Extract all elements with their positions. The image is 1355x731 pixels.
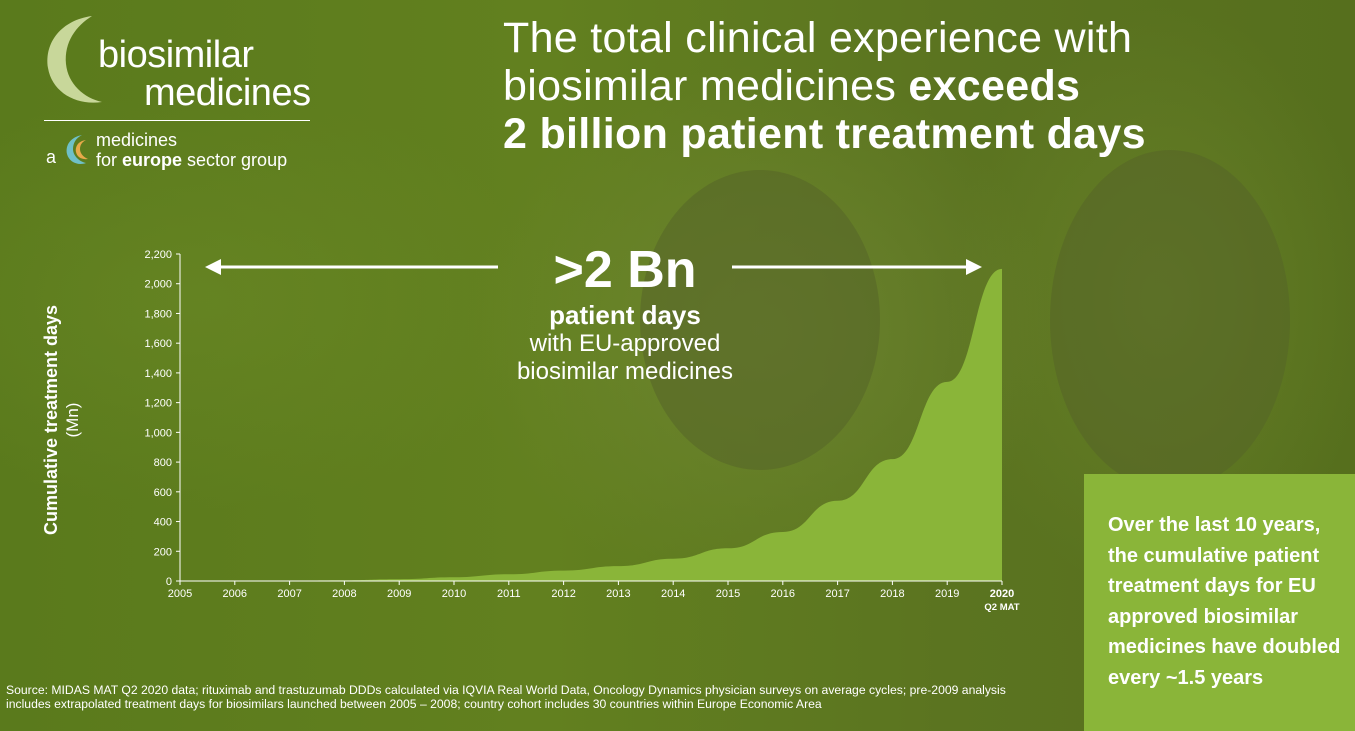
callout-box: Over the last 10 years, the cumulative p…	[1084, 474, 1355, 731]
crescent-logo-icon	[47, 16, 102, 103]
x-tick-sublabel: Q2 MAT	[984, 602, 1019, 613]
x-tick-label: 2007	[277, 588, 301, 600]
y-tick-label: 2,200	[144, 249, 172, 261]
x-tick-label: 2017	[825, 588, 849, 600]
span-arrows	[205, 259, 982, 275]
source-note: Source: MIDAS MAT Q2 2020 data; rituxima…	[6, 683, 1006, 711]
page-title: The total clinical experience with biosi…	[503, 14, 1303, 158]
y-tick-label: 1,200	[144, 398, 172, 410]
y-tick-label: 0	[166, 576, 172, 588]
medicines-for-europe-icon	[66, 135, 88, 164]
x-tick-label: 2013	[606, 588, 630, 600]
y-tick-label: 200	[154, 546, 172, 558]
x-tick-label: 2019	[935, 588, 959, 600]
y-tick-label: 800	[154, 457, 172, 469]
title-line-1: The total clinical experience with	[503, 14, 1133, 62]
x-tick-label: 2009	[387, 588, 411, 600]
title-line-2: biosimilar medicines exceeds	[503, 62, 1081, 110]
y-tick-label: 1,000	[144, 427, 172, 439]
x-tick-label: 2010	[442, 588, 466, 600]
doctor-silhouette	[1050, 150, 1290, 490]
logo-prefix: a	[46, 147, 57, 167]
logo-sub-sector-group: for europe sector group	[96, 150, 288, 170]
y-tick-label: 1,800	[144, 308, 172, 320]
logo-divider	[44, 120, 310, 121]
x-tick-label: 2020	[990, 588, 1014, 600]
x-tick-label: 2008	[332, 588, 356, 600]
highlight-line-2: biosimilar medicines	[516, 358, 734, 385]
y-tick-label: 2,000	[144, 279, 172, 291]
logo-word-biosimilar: biosimilar	[98, 34, 254, 76]
y-tick-label: 1,600	[144, 338, 172, 350]
x-tick-label: 2018	[880, 588, 904, 600]
y-tick-label: 1,400	[144, 368, 172, 380]
highlight-number: >2 Bn	[553, 241, 697, 299]
area-series	[180, 268, 1002, 581]
callout-text: Over the last 10 years, the cumulative p…	[1108, 514, 1341, 689]
logo-word-medicines: medicines	[144, 72, 311, 114]
x-tick-label: 2011	[497, 588, 521, 600]
highlight-block: >2 Bn patient days with EU-approved bios…	[500, 240, 750, 386]
x-tick-label: 2006	[223, 588, 247, 600]
x-tick-label: 2014	[661, 588, 685, 600]
y-tick-label: 600	[154, 487, 172, 499]
x-tick-label: 2005	[168, 588, 192, 600]
x-tick-label: 2012	[551, 588, 575, 600]
title-line-3: 2 billion patient treatment days	[503, 110, 1146, 158]
y-tick-label: 400	[154, 517, 172, 529]
patient-silhouette	[640, 170, 880, 470]
biosimilar-medicines-logo: biosimilar medicines a medicines for eur…	[40, 12, 320, 172]
highlight-bold-text: patient days	[549, 300, 701, 330]
logo-sub-medicines: medicines	[96, 130, 178, 150]
left-arrowhead	[205, 259, 221, 275]
x-tick-label: 2015	[716, 588, 740, 600]
x-tick-label: 2016	[771, 588, 795, 600]
highlight-line-1: with EU-approved	[529, 330, 721, 357]
right-arrowhead	[966, 259, 982, 275]
